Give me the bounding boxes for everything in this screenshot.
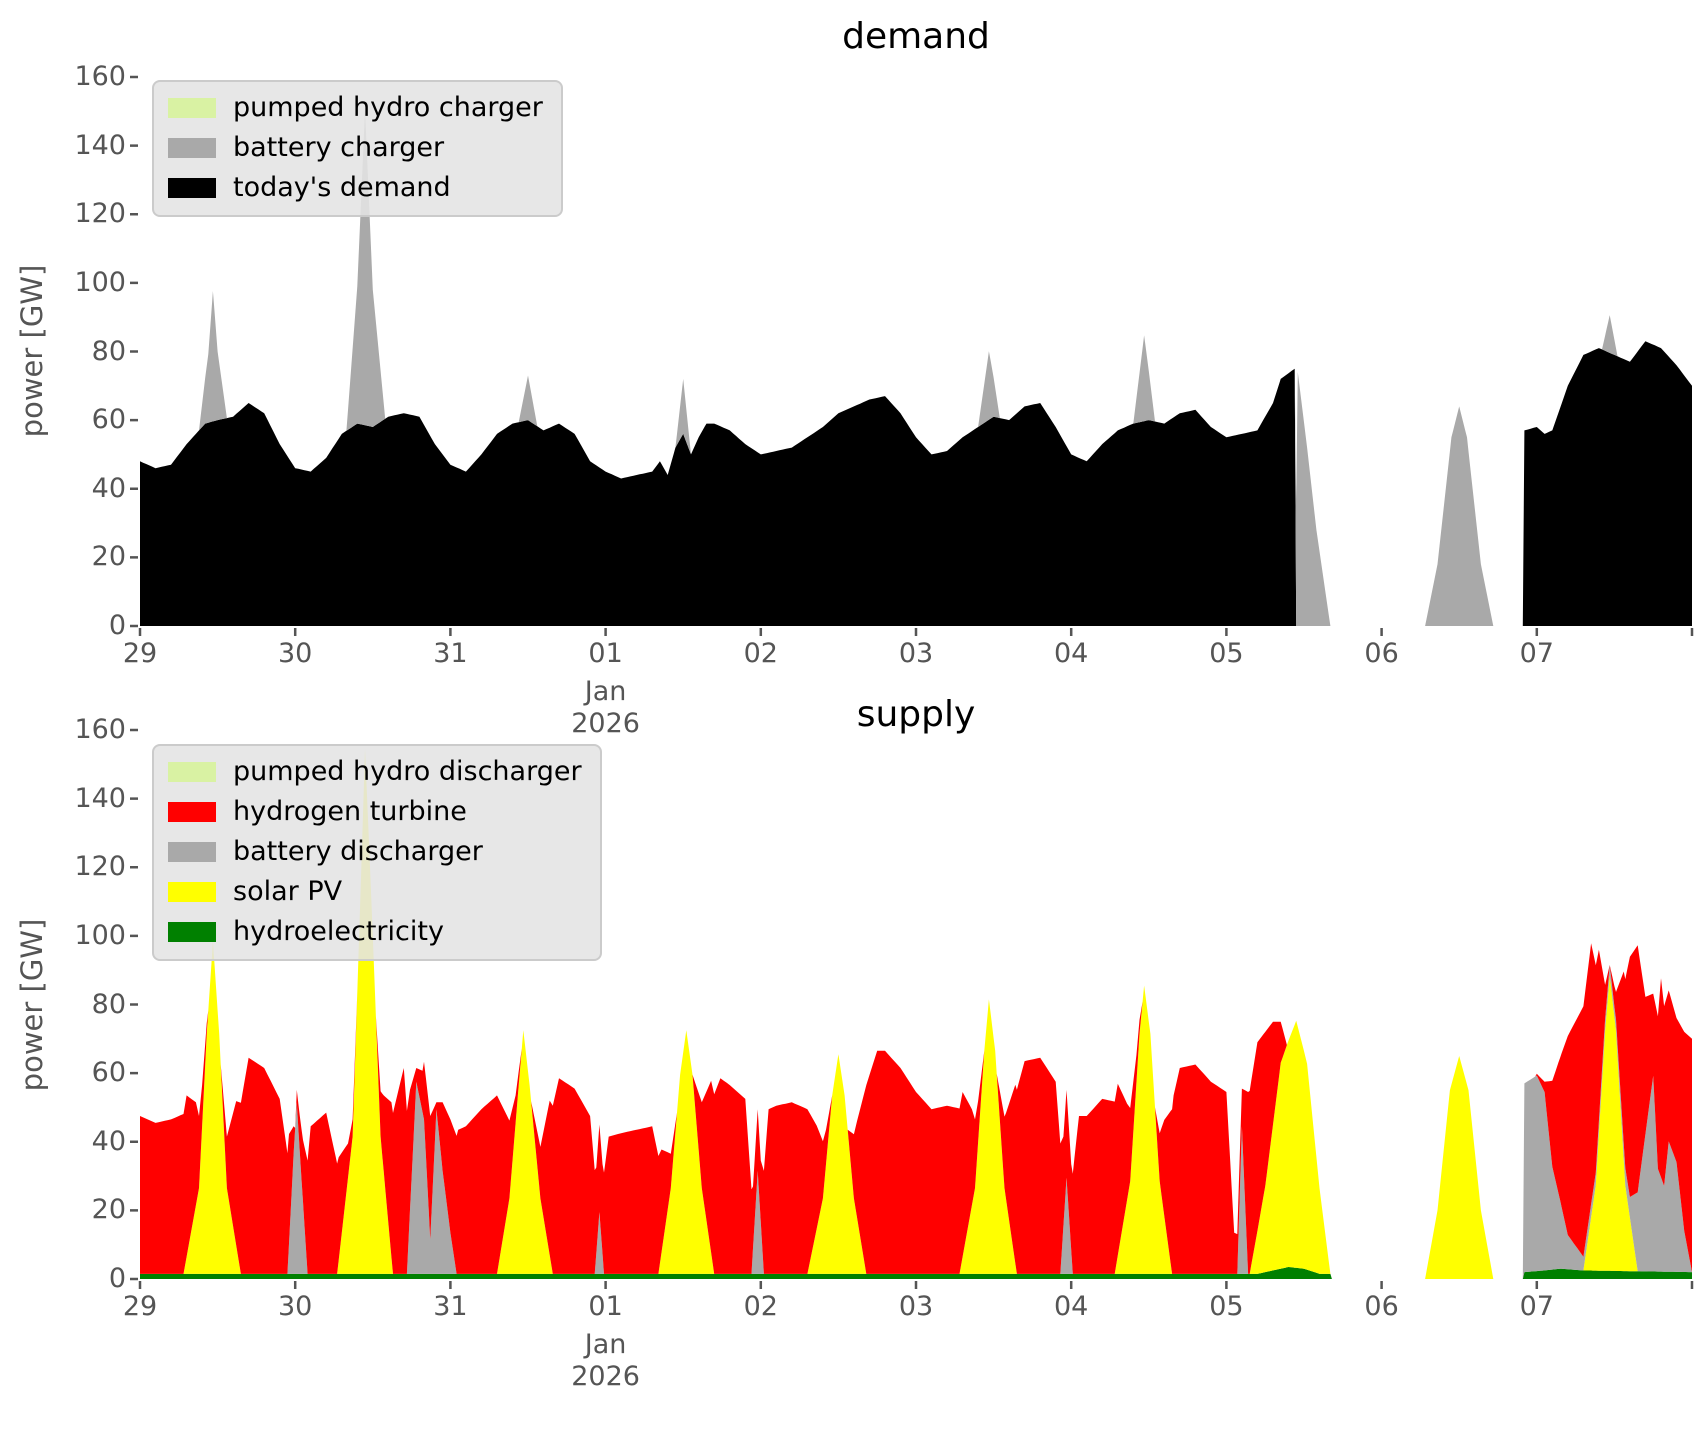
x-tick-label: 04 [1054, 1291, 1089, 1322]
x-tick-label: 02 [743, 1291, 778, 1322]
x-tick-label: 07 [1519, 1291, 1554, 1322]
x-tick-label: 03 [898, 1291, 934, 1322]
legend-item-label: pumped hydro discharger [233, 756, 582, 787]
y-tick-label: 20 [91, 1194, 126, 1226]
legend-item-hydrogen-turbine: hydrogen turbine [168, 796, 582, 827]
legend-item-label: hydrogen turbine [233, 796, 467, 827]
x-axis-year-label: 2026 [571, 708, 640, 739]
legend-swatch-icon [168, 137, 216, 158]
x-tick-label: 06 [1364, 1291, 1399, 1322]
area-hydrogen-turbine [140, 748, 1692, 1279]
legend-swatch-icon [168, 881, 216, 902]
legend-swatch-icon [168, 801, 216, 822]
area-today-s-demand [140, 341, 1692, 626]
x-tick-label: 02 [743, 638, 778, 669]
x-tick-label: 07 [1519, 638, 1554, 669]
x-tick-label: 04 [1054, 638, 1089, 669]
x-tick-label: 29 [122, 1291, 158, 1322]
legend-item-label: hydroelectricity [233, 916, 444, 947]
legend-item-hydroelectricity: hydroelectricity [168, 916, 582, 947]
legend-swatch-icon [168, 841, 216, 862]
legend-swatch-icon [168, 177, 216, 198]
x-tick-label: 06 [1364, 638, 1399, 669]
x-tick-label: 29 [122, 638, 158, 669]
y-tick-label: 80 [91, 335, 126, 367]
x-tick-label: 05 [1209, 1291, 1244, 1322]
y-tick-label: 140 [74, 129, 126, 161]
y-tick-label: 160 [74, 714, 126, 745]
y-tick-label: 60 [91, 1057, 126, 1089]
x-axis-month-label: Jan [584, 1329, 627, 1360]
y-tick-label: 100 [74, 919, 126, 951]
legend-item-solar-pv: solar PV [168, 876, 582, 907]
legend-item-pumped-hydro-discharger: pumped hydro discharger [168, 756, 582, 787]
x-tick-label: 05 [1209, 638, 1244, 669]
y-tick-label: 120 [74, 198, 126, 230]
area-battery-discharger [140, 748, 1692, 1279]
y-tick-label: 60 [91, 404, 126, 436]
x-axis-year-label: 2026 [571, 1361, 640, 1392]
legend-swatch-icon [168, 761, 216, 782]
y-tick-label: 20 [91, 541, 126, 573]
y-tick-label: 0 [108, 610, 126, 641]
y-tick-label: 40 [91, 1125, 126, 1157]
legend-item-label: battery charger [233, 132, 445, 163]
area-battery-charger [140, 109, 1692, 627]
x-tick-label: 01 [588, 638, 623, 669]
x-tick-label: 31 [433, 638, 468, 669]
x-tick-label: 03 [898, 638, 934, 669]
legend-item-label: solar PV [233, 876, 343, 907]
x-tick-label: 30 [278, 1291, 313, 1322]
legend-item-pumped-hydro-charger: pumped hydro charger [168, 92, 543, 123]
y-tick-label: 100 [74, 266, 126, 298]
y-tick-label: 40 [91, 472, 126, 504]
y-tick-label: 0 [108, 1263, 126, 1294]
legend-item-label: pumped hydro charger [233, 92, 543, 123]
legend-item-label: today's demand [233, 172, 451, 203]
chart-title-supply: supply [856, 694, 976, 735]
area-solar-pv [140, 748, 1692, 1279]
y-tick-label: 120 [74, 851, 126, 883]
x-tick-label: 30 [278, 638, 313, 669]
legend-item-battery-discharger: battery discharger [168, 836, 582, 867]
legend-swatch-icon [168, 97, 216, 118]
legend-item-today-s-demand: today's demand [168, 172, 543, 203]
legend-swatch-icon [168, 921, 216, 942]
legend-demand: pumped hydro charger battery charger today… [152, 80, 563, 217]
x-axis-month-label: Jan [584, 676, 627, 707]
x-tick-label: 01 [588, 1291, 623, 1322]
y-tick-label: 160 [74, 61, 126, 92]
y-tick-label: 80 [91, 988, 126, 1020]
legend-item-battery-charger: battery charger [168, 132, 543, 163]
chart-title-demand: demand [842, 16, 990, 57]
y-tick-label: 140 [74, 782, 126, 814]
legend-item-label: battery discharger [233, 836, 483, 867]
x-tick-label: 31 [433, 1291, 468, 1322]
legend-supply: pumped hydro discharger hydrogen turbine b… [152, 744, 602, 961]
area-hydroelectricity [140, 1267, 1692, 1279]
